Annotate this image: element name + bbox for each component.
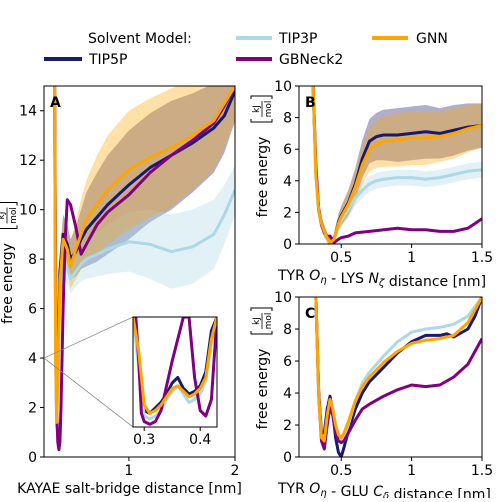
xtick-label-b-1-5: 1.5 (471, 250, 493, 266)
inset-frame (132, 316, 218, 428)
inset-line-tip5p (133, 317, 217, 415)
inset-connector (43, 357, 134, 428)
line-gnn-b (311, 86, 482, 244)
ytick-label-c-4: 4 (283, 386, 292, 402)
ytick-label-b-2: 2 (283, 205, 292, 221)
ytick-label-c-6: 6 (283, 354, 292, 370)
ytick-label-a-10: 10 (19, 203, 37, 219)
inset-xtick-label-0-4: 0.4 (189, 432, 211, 448)
inset-a: 0.3 0.4 (132, 316, 218, 448)
plot-area-c (314, 297, 482, 457)
xtick-label-c-1-5: 1.5 (471, 463, 493, 479)
xtick-label-b-0-5: 0.5 (330, 250, 352, 266)
ytick-label-a-2: 2 (28, 401, 37, 417)
axes-frame-c (298, 296, 483, 458)
ytick-label-a-6: 6 (28, 302, 37, 318)
axes-frame-b (298, 85, 483, 245)
xlabel-b: TYR Oη - LYS Nζ distance [nm] (277, 268, 486, 290)
legend-label-tip3p: TIP3P (278, 31, 317, 47)
band-gnn-b (313, 86, 482, 244)
xtick-label-b-1: 1 (407, 250, 416, 266)
ylabel-unit-den-a: mol (9, 207, 19, 224)
ylabel-unit-den-c: mol (264, 313, 274, 330)
ylabel-unit-den-b: mol (264, 101, 274, 118)
ylabel-text-a: free energy (0, 243, 16, 324)
band-tip5p-b (313, 86, 482, 244)
ytick-label-c-2: 2 (283, 418, 292, 434)
line-gnn-a (53, 86, 235, 424)
ylabel-c: free energy kJ mol (250, 307, 274, 430)
legend-label-tip5p: TIP5P (88, 52, 127, 68)
ytick-label-a-8: 8 (28, 252, 37, 268)
band-tip3p-a (54, 86, 235, 440)
panel-letter-a: A (50, 95, 61, 111)
ylabel-unit-num-c: kJ (252, 317, 262, 325)
panel-b: 0 2 4 6 8 10 0.5 1 1.5 B TYR Oη - LYS Nζ distance … (250, 79, 493, 290)
xlabel-a: KAYAE salt-bridge distance [nm] (17, 481, 242, 497)
ytick-label-b-4: 4 (283, 174, 292, 190)
line-gnn-c (314, 297, 482, 443)
ytick-label-b-10: 10 (274, 79, 292, 95)
axes-frame-a (43, 85, 236, 458)
ytick-label-b-8: 8 (283, 111, 292, 127)
plot-area-b (311, 86, 482, 244)
line-gbneck2-c (314, 297, 482, 451)
legend-label-gbneck2: GBNeck2 (279, 52, 343, 68)
ytick-label-b-6: 6 (283, 142, 292, 158)
ytick-label-c-0: 0 (283, 450, 292, 466)
legend-header: Solvent Model: (88, 31, 192, 47)
legend: Solvent Model: TIP5P TIP3P GBNeck2 GNN (44, 31, 448, 68)
inset-xtick-label-0-3: 0.3 (133, 432, 155, 448)
ylabel-text-b: free energy (255, 137, 271, 218)
line-tip3p-c (314, 297, 482, 446)
panel-letter-c: C (305, 306, 315, 322)
xtick-label-a-2: 2 (231, 463, 240, 479)
ytick-label-a-4: 4 (28, 351, 37, 367)
ytick-label-b-0: 0 (283, 237, 292, 253)
inset-line-gbneck2 (133, 317, 217, 426)
xtick-label-c-1: 1 (407, 463, 416, 479)
band-gnn-a (54, 86, 235, 435)
band-tip3p-b (313, 86, 482, 244)
inset-line-gnn (133, 317, 217, 415)
ylabel-text-c: free energy (255, 349, 271, 430)
xtick-label-a-1: 1 (124, 463, 133, 479)
band-tip5p-a (54, 86, 235, 433)
xtick-label-c-0-5: 0.5 (330, 463, 352, 479)
panel-letter-b: B (305, 95, 316, 111)
ytick-label-c-8: 8 (283, 322, 292, 338)
ylabel-a: free energy kJ mol (0, 202, 19, 324)
ylabel-unit-num-b: kJ (252, 105, 262, 113)
ytick-label-a-12: 12 (19, 153, 37, 169)
ytick-label-a-0: 0 (28, 450, 37, 466)
ylabel-b: free energy kJ mol (250, 95, 274, 218)
ytick-label-a-14: 14 (19, 104, 37, 120)
panel-c: 0 2 4 6 8 10 0.5 1 1.5 C TYR Oη - GLU Cδ distance … (250, 290, 493, 502)
legend-label-gnn: GNN (416, 31, 448, 47)
xlabel-c: TYR Oη - GLU Cδ distance [nm] (277, 481, 491, 498)
ylabel-unit-num-a: kJ (0, 212, 7, 220)
inset-connector (43, 316, 134, 359)
line-gbneck2-a (53, 86, 235, 452)
plot-area-a (53, 86, 235, 452)
ytick-label-c-10: 10 (274, 290, 292, 306)
